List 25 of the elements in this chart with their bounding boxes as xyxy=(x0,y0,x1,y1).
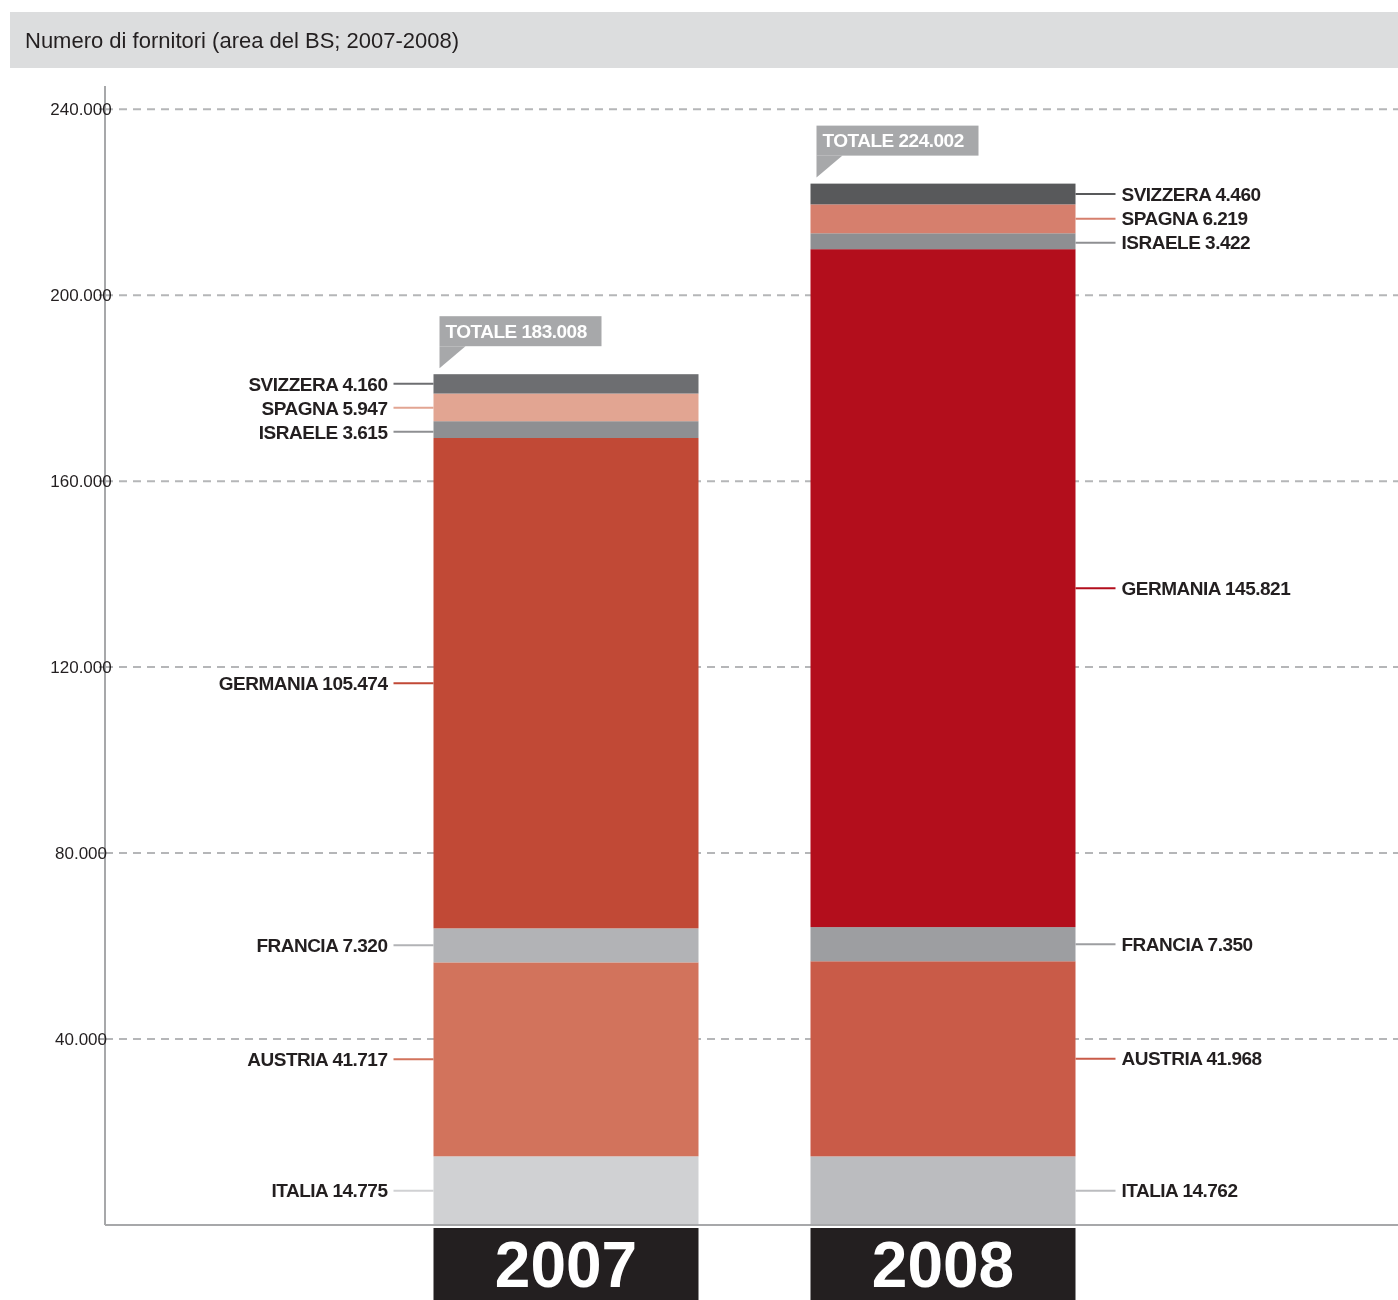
text: SVIZZERA 4.460 xyxy=(1121,183,1261,205)
x-tick-label: 2007 xyxy=(494,1229,638,1300)
x-tick-label: 2008 xyxy=(871,1229,1015,1300)
text: AUSTRIA 41.717 xyxy=(247,1048,388,1070)
text: FRANCIA 7.320 xyxy=(256,935,388,956)
text: ITALIA 14.775 xyxy=(271,1180,388,1202)
text: ITALIA 14.762 xyxy=(1121,1180,1238,1202)
y-tick-label: 200.000 xyxy=(50,286,112,306)
text: GERMANIA 105.474 xyxy=(218,672,388,694)
y-tick-label: 40.000 xyxy=(55,1029,107,1049)
text: ISRAELE 3.615 xyxy=(258,421,388,443)
text: SPAGNA 5.947 xyxy=(261,397,388,419)
text: SPAGNA 6.219 xyxy=(1121,208,1248,230)
text: SVIZZERA 4.160 xyxy=(248,373,388,395)
total-label: TOTALE 183.008 xyxy=(445,320,587,342)
text: ISRAELE 3.422 xyxy=(1121,232,1251,254)
text: FRANCIA 7.350 xyxy=(1121,933,1253,955)
y-tick-label: 80.000 xyxy=(55,844,107,864)
text: GERMANIA 145.821 xyxy=(1121,577,1291,599)
y-tick-label: 120.000 xyxy=(50,658,112,678)
chart-title: Numero di fornitori (area del BS; 2007-2008) xyxy=(25,27,460,53)
text: AUSTRIA 41.968 xyxy=(1121,1048,1262,1070)
total-label: TOTALE 224.002 xyxy=(822,130,964,152)
y-tick-label: 240.000 xyxy=(50,100,112,120)
y-tick-label: 160.000 xyxy=(50,472,112,492)
